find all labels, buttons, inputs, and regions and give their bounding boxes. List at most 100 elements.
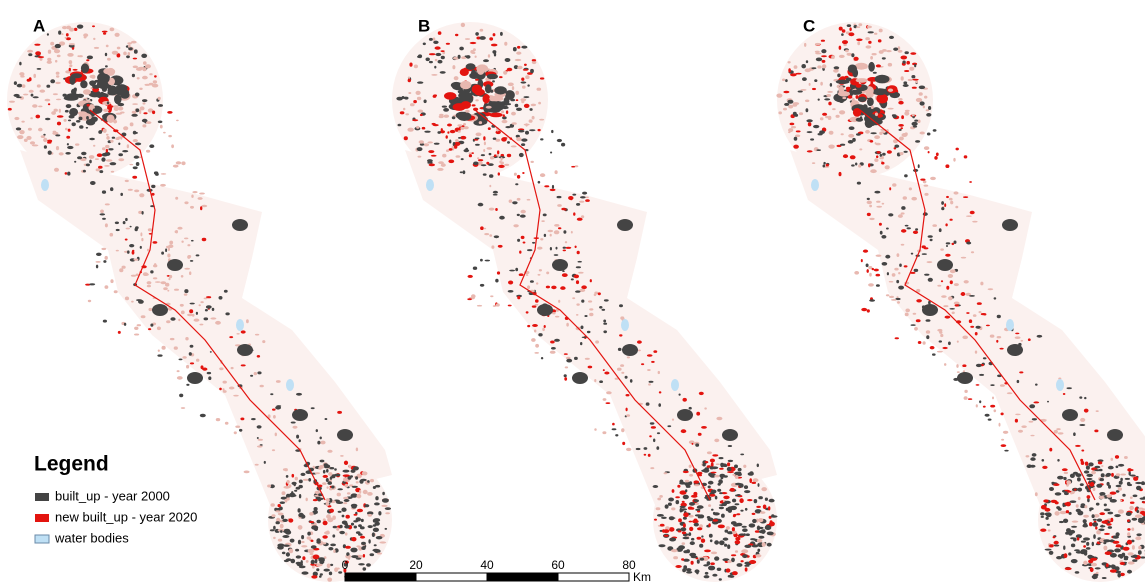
built-area xyxy=(744,485,748,489)
built-area xyxy=(1114,514,1120,517)
built-area xyxy=(662,529,665,532)
road xyxy=(708,504,711,507)
built-area xyxy=(68,129,71,132)
built-area xyxy=(1136,533,1141,536)
built-area xyxy=(911,253,913,255)
built-area xyxy=(105,65,108,67)
road xyxy=(17,135,23,139)
built-area xyxy=(351,469,356,473)
road xyxy=(57,55,61,58)
built-area xyxy=(17,84,23,88)
road xyxy=(1029,421,1034,423)
built-area xyxy=(942,347,947,349)
built-area xyxy=(83,170,86,173)
built-area xyxy=(518,130,524,133)
built-area xyxy=(689,527,693,531)
built-area xyxy=(190,260,193,262)
road xyxy=(508,83,514,87)
road xyxy=(316,564,323,567)
built-area xyxy=(717,568,722,571)
built-area xyxy=(433,124,439,126)
road xyxy=(381,505,387,507)
road xyxy=(886,50,892,52)
built-area xyxy=(273,526,276,530)
built-area xyxy=(997,315,1001,318)
built-area xyxy=(422,127,426,130)
built-area xyxy=(922,245,926,248)
built-area xyxy=(337,429,353,441)
built-area xyxy=(1136,510,1139,513)
built-area xyxy=(487,74,498,80)
built-area xyxy=(1000,348,1004,350)
built-area xyxy=(550,341,555,344)
road xyxy=(704,407,707,409)
built-area xyxy=(102,190,106,193)
road xyxy=(1131,528,1134,531)
road xyxy=(1056,428,1060,430)
road xyxy=(1120,474,1126,476)
built-area xyxy=(839,172,842,176)
road xyxy=(271,503,275,507)
built-area xyxy=(356,531,361,534)
road xyxy=(956,364,958,368)
built-area xyxy=(1085,462,1088,466)
built-area xyxy=(1063,393,1066,395)
built-area xyxy=(707,518,713,522)
built-area xyxy=(881,162,884,165)
road xyxy=(755,554,761,557)
built-area xyxy=(429,38,433,41)
built-area xyxy=(1122,494,1125,497)
built-area xyxy=(47,140,52,143)
road xyxy=(496,303,500,306)
built-area xyxy=(465,148,468,151)
built-area xyxy=(57,115,64,117)
built-area xyxy=(524,104,530,108)
built-area xyxy=(893,48,898,51)
road xyxy=(435,59,438,61)
road xyxy=(901,244,905,246)
road xyxy=(865,37,870,40)
road xyxy=(105,223,108,227)
built-area xyxy=(360,536,365,539)
built-area xyxy=(675,565,681,568)
road xyxy=(160,125,163,129)
built-area xyxy=(461,158,464,160)
built-area xyxy=(486,162,489,165)
road xyxy=(56,99,61,101)
built-area xyxy=(19,62,21,66)
built-area xyxy=(599,306,602,309)
built-area xyxy=(96,253,102,256)
built-area xyxy=(1078,488,1083,492)
road xyxy=(155,281,161,283)
built-area xyxy=(699,544,703,548)
built-area xyxy=(472,104,476,106)
road xyxy=(526,274,528,276)
road xyxy=(433,37,436,40)
road xyxy=(23,94,28,96)
road xyxy=(627,356,630,358)
built-area xyxy=(79,117,83,121)
built-area xyxy=(132,74,135,77)
built-area xyxy=(574,275,579,279)
road xyxy=(650,467,654,469)
road xyxy=(286,480,289,484)
built-area xyxy=(930,239,933,241)
built-area xyxy=(1083,545,1086,548)
map-panel: C xyxy=(776,16,1145,582)
road xyxy=(83,33,88,37)
road xyxy=(879,29,883,33)
built-area xyxy=(148,328,151,330)
built-area xyxy=(438,60,443,64)
built-area xyxy=(460,68,469,76)
built-area xyxy=(526,311,529,313)
built-area xyxy=(1084,470,1089,473)
road xyxy=(664,472,668,474)
road xyxy=(168,135,172,137)
built-area xyxy=(694,523,699,527)
road xyxy=(672,419,674,421)
built-area xyxy=(963,196,968,198)
built-area xyxy=(340,531,345,534)
built-area xyxy=(296,435,299,439)
built-area xyxy=(846,89,849,92)
built-area xyxy=(962,364,966,367)
